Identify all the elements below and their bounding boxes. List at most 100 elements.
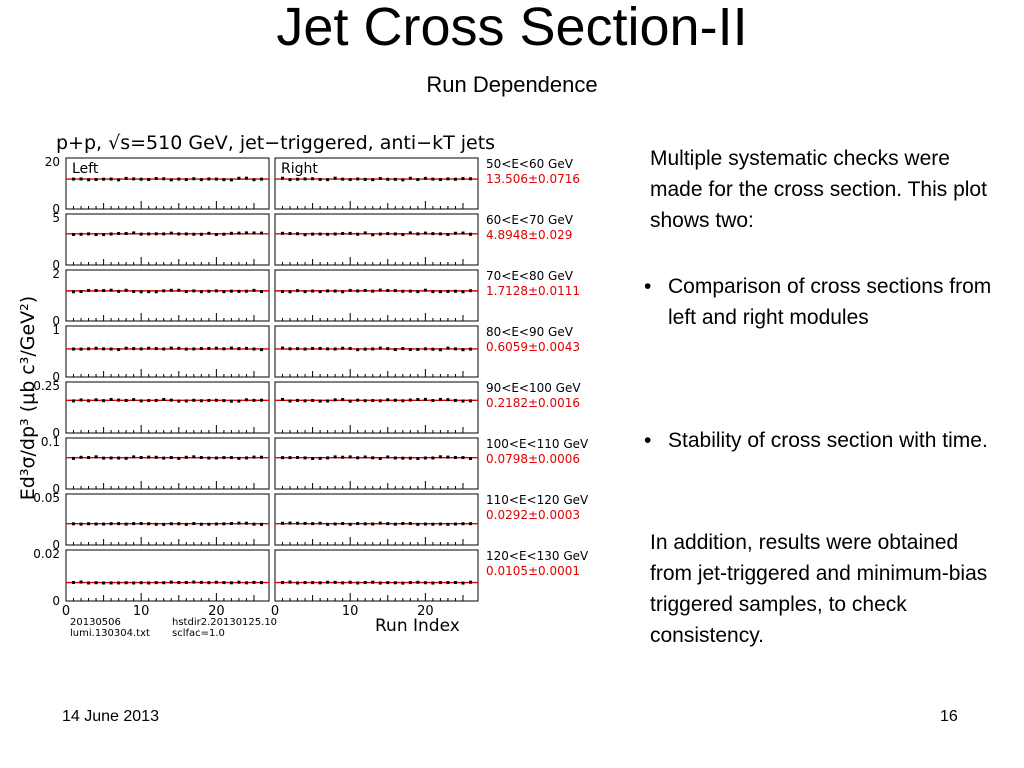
data-point (386, 347, 390, 351)
data-point (356, 232, 360, 236)
data-point (333, 522, 337, 526)
data-point (72, 347, 76, 351)
data-point (438, 522, 442, 526)
data-point (461, 177, 465, 181)
y-tick-label: 20 (45, 155, 60, 169)
data-point (311, 346, 315, 350)
data-point (363, 288, 367, 292)
data-point (169, 580, 173, 584)
data-point (296, 521, 300, 525)
data-point (102, 456, 106, 460)
data-point (423, 581, 427, 585)
data-point (416, 457, 420, 461)
data-point (438, 397, 442, 401)
data-point (468, 399, 472, 403)
data-point (132, 455, 136, 459)
data-point (132, 398, 136, 402)
data-point (139, 177, 143, 181)
data-point (102, 522, 106, 526)
x-tick-label: 20 (417, 604, 434, 619)
data-point (102, 581, 106, 585)
data-point (326, 580, 330, 584)
data-point (237, 231, 241, 235)
data-point (386, 398, 390, 402)
data-point (244, 289, 248, 293)
data-point (177, 288, 181, 292)
data-point (363, 522, 367, 526)
data-point (87, 522, 91, 526)
data-point (341, 290, 345, 294)
data-point (109, 288, 113, 292)
data-point (244, 176, 248, 180)
data-point (207, 581, 211, 585)
data-point (453, 177, 457, 181)
data-point (237, 399, 241, 403)
data-point (79, 522, 83, 526)
data-point (356, 177, 360, 181)
panel-frame (274, 157, 479, 210)
data-point (87, 178, 91, 182)
data-point (154, 290, 158, 294)
data-point (446, 232, 450, 236)
x-tick-label: 0 (271, 604, 279, 619)
data-point (356, 289, 360, 293)
fit-result-label: 1.7128±0.0111 (486, 284, 580, 298)
data-point (453, 231, 457, 235)
data-point (139, 399, 143, 403)
data-point (229, 456, 233, 460)
data-point (378, 399, 382, 403)
data-point (318, 177, 322, 181)
data-point (139, 522, 143, 526)
data-point (348, 580, 352, 584)
data-point (94, 398, 98, 402)
data-point (401, 581, 405, 585)
bullet-item-stability: • Stability of cross section with time. (644, 425, 1004, 456)
y-tick-label: 2 (52, 267, 60, 281)
data-point (408, 398, 412, 402)
data-point (244, 581, 248, 585)
data-point (252, 580, 256, 584)
data-point (94, 581, 98, 585)
data-point (237, 456, 241, 460)
y-tick-label: 0.1 (41, 435, 60, 449)
data-point (229, 522, 233, 526)
data-point (371, 178, 375, 182)
data-point (79, 177, 83, 181)
data-point (303, 521, 307, 525)
data-point (169, 398, 173, 402)
data-point (87, 347, 91, 351)
data-point (199, 347, 203, 351)
data-point (408, 231, 412, 235)
data-point (214, 177, 218, 181)
data-point (281, 397, 285, 401)
data-point (237, 176, 241, 180)
data-point (288, 580, 292, 584)
data-point (371, 522, 375, 526)
data-point (408, 347, 412, 351)
y-tick-label: 0 (52, 202, 60, 216)
data-point (318, 521, 322, 525)
data-point (438, 581, 442, 585)
data-point (207, 346, 211, 350)
data-point (87, 581, 91, 585)
data-point (416, 347, 420, 351)
data-point (408, 289, 412, 293)
data-point (94, 178, 98, 182)
data-point (438, 348, 442, 352)
panel-frame (65, 493, 270, 546)
bullet-text: Comparison of cross sections from left a… (668, 275, 992, 329)
data-point (288, 521, 292, 525)
data-point (117, 348, 121, 352)
data-point (423, 231, 427, 235)
data-point (401, 347, 405, 351)
data-point (184, 455, 188, 459)
data-point (259, 290, 263, 294)
x-tick-label: 20 (208, 604, 225, 619)
data-point (296, 581, 300, 585)
energy-bin-label: 120<E<130 GeV (486, 549, 589, 563)
data-point (461, 456, 465, 460)
data-point (303, 233, 307, 237)
data-point (124, 232, 128, 236)
run-dependence-plot: p+p, √s=510 GeV, jet−triggered, anti−kT … (0, 118, 610, 648)
data-point (132, 289, 136, 293)
